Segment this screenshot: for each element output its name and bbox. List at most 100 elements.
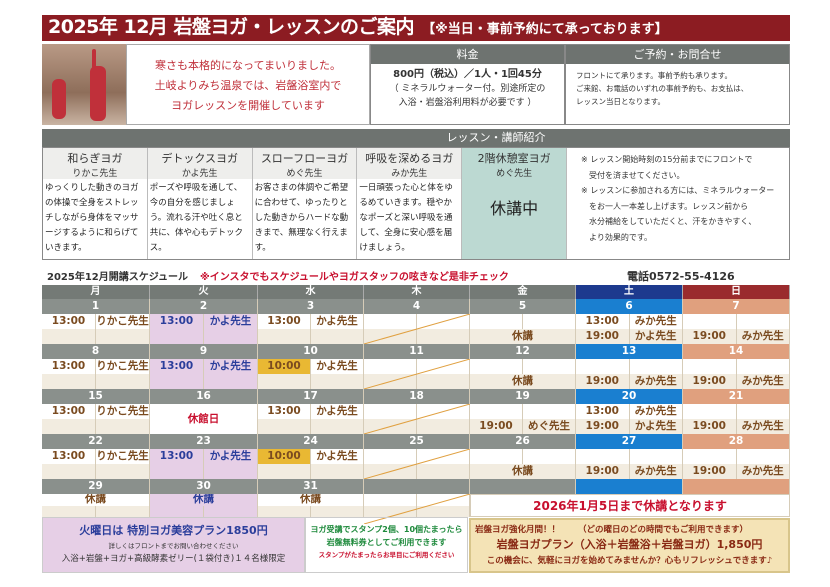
slot-teacher	[204, 374, 258, 389]
closed-day-label: 休館日	[150, 404, 258, 434]
slot-time: 19:00	[470, 419, 523, 434]
lessons-header: レッスン・講師紹介	[42, 129, 790, 147]
slot-teacher: みか先生	[629, 314, 683, 329]
slot-teacher: かよ先生	[629, 419, 683, 434]
status-label: 休講	[470, 464, 576, 479]
slot-teacher	[736, 449, 790, 464]
slot-teacher	[629, 359, 683, 374]
date-cell: 11	[364, 344, 470, 359]
slot-teacher	[96, 464, 150, 479]
slot-time	[42, 464, 96, 479]
slot-time	[364, 494, 417, 506]
date-cell: 3	[258, 299, 364, 314]
slot-time: 10:00	[258, 359, 311, 374]
campaign-label-note: （どの曜日のどの時間でもご利用できます）	[578, 525, 749, 535]
lesson-card: 2階休憩室ヨガ めぐ先生 休講中	[462, 148, 567, 259]
lesson-name: 呼吸を深めるヨガ	[365, 152, 454, 165]
slot-teacher	[417, 505, 470, 517]
date-cell	[364, 479, 470, 494]
slot-time	[150, 505, 204, 517]
weekday-header: 月	[42, 285, 150, 299]
date-cell: 31	[258, 479, 364, 494]
slot-teacher: かよ先生	[311, 359, 364, 374]
slot-teacher	[311, 464, 364, 479]
lesson-name: デトックスヨガ	[161, 152, 239, 165]
slot-teacher	[417, 449, 470, 464]
slot-time: 13:00	[258, 404, 311, 419]
status-label: 休講	[258, 494, 364, 506]
slot-teacher: りかこ先生	[96, 449, 150, 464]
slot-teacher: かよ先生	[629, 329, 683, 344]
date-cell: 18	[364, 389, 470, 404]
date-cell: 30	[150, 479, 258, 494]
slot-teacher	[204, 329, 258, 344]
note-line: 水分補給をしていただくと、汗をかきやすく、	[580, 217, 757, 226]
slot-teacher: かよ先生	[311, 449, 364, 464]
slot-time: 19:00	[576, 419, 630, 434]
slot-time	[150, 464, 204, 479]
date-cell: 13	[576, 344, 683, 359]
slot-time	[470, 359, 523, 374]
slot-teacher: みか先生	[736, 464, 790, 479]
slot-teacher	[204, 464, 258, 479]
date-cell	[576, 479, 683, 494]
lesson-description: 休講中	[490, 199, 539, 218]
status-label: 休講	[42, 494, 150, 506]
slot-teacher	[523, 404, 576, 419]
date-cell: 19	[470, 389, 576, 404]
slot-teacher: りかこ先生	[96, 314, 150, 329]
slot-teacher	[417, 374, 470, 389]
slot-teacher: かよ先生	[311, 314, 364, 329]
slot-time: 13:00	[150, 449, 204, 464]
slot-time	[364, 374, 417, 389]
slot-time: 13:00	[42, 359, 96, 374]
campaign-label: 岩盤ヨガ強化月間！！	[475, 525, 561, 535]
fee-price: 800円（税込）／1人・1回45分	[393, 69, 542, 80]
campaign-plan: 岩盤ヨガプラン（入浴＋岩盤浴＋岩盤ヨガ）1,850円	[496, 538, 763, 551]
lesson-card: 呼吸を深めるヨガ みか先生 一日頑張った心と体をゆるめていきます。穏やかなポーズと深…	[357, 148, 463, 259]
weekday-header: 日	[683, 285, 790, 299]
page-title: 2025年 12月 岩盤ヨガ・レッスンのご案内	[48, 16, 415, 38]
schedule-title: 2025年12月開講スケジュール	[47, 272, 189, 283]
weekday-header: 土	[576, 285, 683, 299]
slot-time	[150, 329, 204, 344]
date-cell: 4	[364, 299, 470, 314]
date-cell: 12	[470, 344, 576, 359]
stamp-note: スタンプがたまったらお早目にご利用ください	[318, 551, 455, 559]
tuesday-plan-title: 火曜日は 特別ヨガ美容プラン1850円	[79, 524, 268, 537]
slot-teacher	[417, 419, 470, 434]
weekday-header: 火	[150, 285, 258, 299]
note-line: 受付を済ませてください。	[580, 170, 685, 180]
lesson-teacher: めぐ先生	[286, 169, 323, 179]
date-cell: 29	[42, 479, 150, 494]
intro-line: 土岐よりみち温泉では、岩盤浴室内で	[154, 78, 342, 92]
fee-panel: 料金 800円（税込）／1人・1回45分 （ ミネラルウォーター付。別途所定の …	[370, 44, 565, 125]
reservation-panel: ご予約・お問合せ フロントにて承ります。事前予約も承ります。 ご来館、お電話のい…	[565, 44, 790, 125]
slot-teacher	[629, 449, 683, 464]
slot-time	[258, 464, 311, 479]
lesson-name: 2階休憩室ヨガ	[477, 152, 551, 165]
schedule-note: ※インスタでもスケジュールやヨガスタッフの呟きなど是非チェック	[200, 272, 509, 283]
slot-teacher	[417, 314, 470, 329]
slot-teacher	[96, 419, 150, 434]
slot-teacher: みか先生	[736, 329, 790, 344]
slot-time	[683, 404, 737, 419]
lesson-teacher: りかこ先生	[72, 169, 118, 179]
slot-time	[364, 464, 417, 479]
slot-time	[258, 374, 311, 389]
date-cell: 21	[683, 389, 790, 404]
date-cell: 2	[150, 299, 258, 314]
slot-time	[683, 359, 737, 374]
weekday-header: 金	[470, 285, 576, 299]
slot-teacher: かよ先生	[204, 314, 258, 329]
slot-time: 19:00	[683, 374, 737, 389]
slot-teacher: りかこ先生	[96, 359, 150, 374]
date-cell: 9	[150, 344, 258, 359]
slot-time	[470, 314, 523, 329]
date-cell: 22	[42, 434, 150, 449]
note-line: より効果的です。	[580, 232, 653, 242]
slot-teacher	[417, 494, 470, 506]
date-cell: 6	[576, 299, 683, 314]
slot-teacher: めぐ先生	[523, 419, 576, 434]
